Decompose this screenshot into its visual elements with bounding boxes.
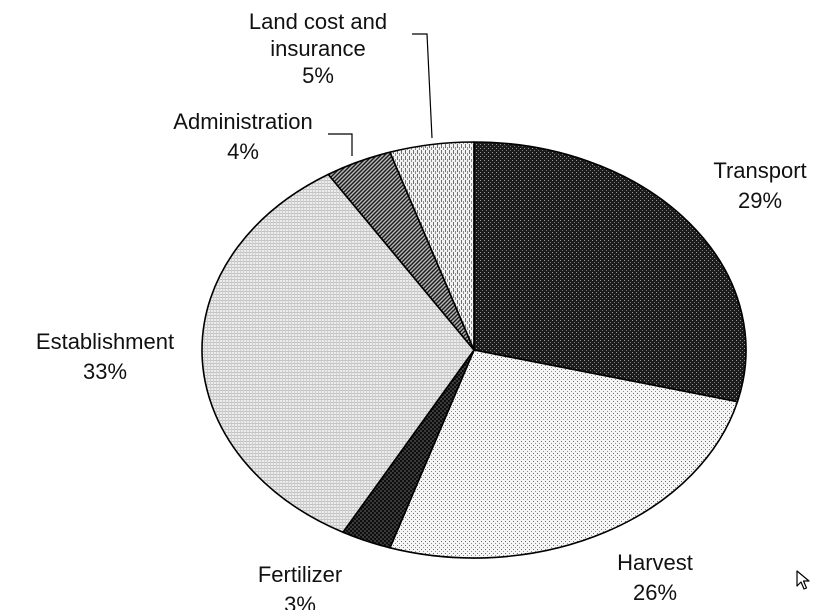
pie-slice-establishment xyxy=(201,173,475,534)
leader-lines xyxy=(328,33,433,156)
leader-line-administration xyxy=(328,133,353,156)
pie-slice-harvest xyxy=(389,349,739,559)
slice-value-establishment: 33% xyxy=(83,359,127,384)
slice-value-transport: 29% xyxy=(738,188,782,213)
pie-slice-land-cost-and-insurance xyxy=(389,141,475,351)
leader-line-land-cost-and-insurance xyxy=(412,33,433,139)
slice-label-establishment: Establishment 33% xyxy=(36,329,174,384)
slice-label-harvest: Harvest 26% xyxy=(617,550,693,605)
slice-label-fertilizer: Fertilizer 3% xyxy=(258,562,342,610)
slice-labels: Transport 29% Harvest 26% Fertilizer 3% Establ… xyxy=(36,9,807,615)
slice-value-fertilizer: 3% xyxy=(284,592,316,610)
slice-value-land-cost-and-insurance: 5% xyxy=(302,63,334,88)
slice-value-harvest: 26% xyxy=(633,580,677,605)
slice-label-administration: Administration 4% xyxy=(173,109,312,164)
slice-value-administration: 4% xyxy=(227,139,259,164)
slice-label-transport: Transport 29% xyxy=(713,158,806,213)
slice-label-land-cost-and-insurance: Land cost and insurance 5% xyxy=(249,9,387,88)
pie-slices xyxy=(201,141,747,559)
mouse-pointer-icon xyxy=(796,570,810,590)
pie-slice-transport xyxy=(473,141,747,403)
